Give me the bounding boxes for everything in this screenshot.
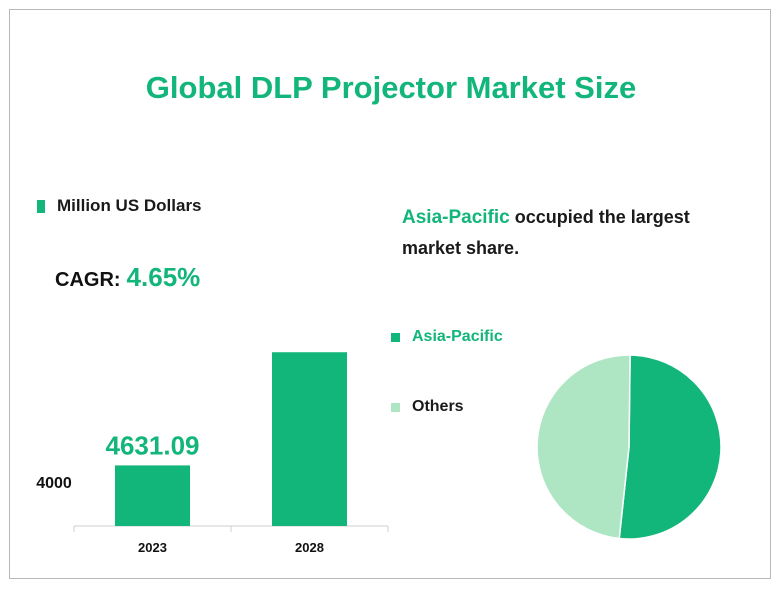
- cagr-label: CAGR:: [55, 269, 121, 291]
- description-text: occupied the largest market share.: [402, 207, 690, 258]
- pie-legend-swatch-others: [391, 402, 400, 412]
- bar-data-label-2023: 4631.09: [106, 430, 200, 460]
- pie-legend-item-others: Others: [391, 398, 464, 416]
- pie-legend-item-asia-pacific: Asia-Pacific: [391, 328, 503, 346]
- y-tick-label-4000: 4000: [36, 475, 72, 492]
- bar-legend-swatch: [37, 199, 45, 213]
- chart-title: Global DLP Projector Market Size: [145, 70, 637, 105]
- x-tick-label-2028: 2028: [295, 540, 324, 555]
- bar-legend: Million US Dollars: [37, 196, 202, 216]
- description-highlight: Asia-Pacific: [402, 207, 510, 228]
- pie-slice-others: [536, 354, 631, 540]
- cagr-value: 4.65%: [126, 262, 201, 292]
- pie-legend-label-others: Others: [412, 398, 464, 415]
- x-tick-label-2023: 2023: [138, 540, 167, 555]
- bar-2028: [272, 352, 347, 526]
- cagr: CAGR: 4.65%: [55, 262, 200, 293]
- market-share-description: Asia-Pacific occupied the largest market…: [402, 202, 732, 264]
- pie-legend-label-asia-pacific: Asia-Pacific: [412, 328, 503, 345]
- chart-frame: [9, 9, 771, 579]
- bar-2023: [115, 465, 190, 526]
- pie-legend-swatch-asia-pacific: [391, 332, 400, 342]
- bar-legend-label: Million US Dollars: [57, 196, 202, 215]
- pie-slice-asia-pacific: [618, 354, 722, 540]
